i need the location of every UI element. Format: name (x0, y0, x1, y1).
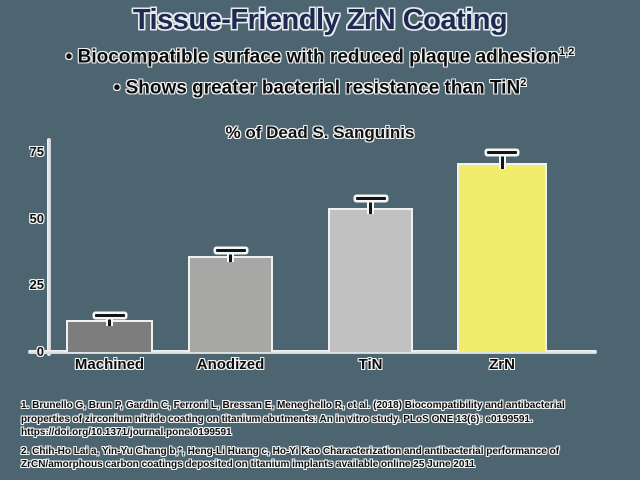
bullet-text: Biocompatible surface with reduced plaqu… (77, 46, 560, 68)
error-bar-cap-machined (94, 314, 125, 317)
error-bar-cap-tin (355, 196, 386, 200)
bullet-dot: • (113, 77, 126, 99)
error-bar-cap-anodized (215, 248, 246, 252)
y-axis-tick-label-25: 25 (29, 277, 44, 293)
footnotes-block: 1. Brunello G, Brun P, Gardin C, Ferroni… (21, 399, 626, 472)
page-title: Tissue-Friendly ZrN Coating (132, 4, 508, 36)
x-axis-label-zrn: ZrN (489, 356, 515, 373)
error-bar-stem-anodized (229, 250, 232, 262)
bullet-item-biocompatible: • Biocompatible surface with reduced pla… (0, 46, 640, 68)
error-bar-stem-machined (108, 316, 111, 326)
error-bar-stem-tin (369, 198, 372, 214)
reference-line: properties of zirconium nitride coating … (21, 413, 533, 425)
citation-superscript: 2 (520, 77, 527, 89)
bullet-dot: • (65, 46, 78, 68)
citation-superscript: 1,2 (559, 46, 575, 58)
reference-2: 2. Chih-Ho Lai a, Yin-Yu Chang b,*, Heng… (21, 445, 626, 472)
y-axis-tick-label-75: 75 (29, 144, 44, 159)
x-axis-label-machined: Machined (74, 356, 145, 373)
chart-title: % of Dead S. Sanguinis (225, 123, 415, 142)
reference-line: 2. Chih-Ho Lai a, Yin-Yu Chang b,*, Heng… (21, 445, 560, 457)
bar-zrn (457, 162, 547, 352)
error-bar-cap-zrn (487, 151, 517, 155)
x-axis-label-anodized: Anodized (196, 356, 265, 373)
bullet-text: Shows greater bacterial resistance than … (125, 77, 521, 99)
error-bar-stem-zrn (500, 153, 504, 169)
bullet-item-bacterial-resistance: • Shows greater bacterial resistance tha… (0, 77, 640, 99)
reference-line: ZrCN/amorphous carbon coatings deposited… (21, 459, 475, 470)
x-axis-label-tin: TiN (358, 356, 383, 373)
reference-1: 1. Brunello G, Brun P, Gardin C, Ferroni… (21, 399, 626, 440)
y-axis-line (47, 138, 51, 356)
y-axis-tick-label-0: 0 (36, 344, 44, 359)
x-axis-line (28, 350, 597, 354)
reference-line: 1. Brunello G, Brun P, Gardin C, Ferroni… (21, 400, 565, 411)
bar-tin (328, 208, 413, 352)
bar-anodized (188, 256, 273, 352)
y-axis-tick-label-50: 50 (29, 210, 44, 226)
reference-doi-link: https://doi.org/10.1371/journal.pone.019… (21, 427, 232, 438)
